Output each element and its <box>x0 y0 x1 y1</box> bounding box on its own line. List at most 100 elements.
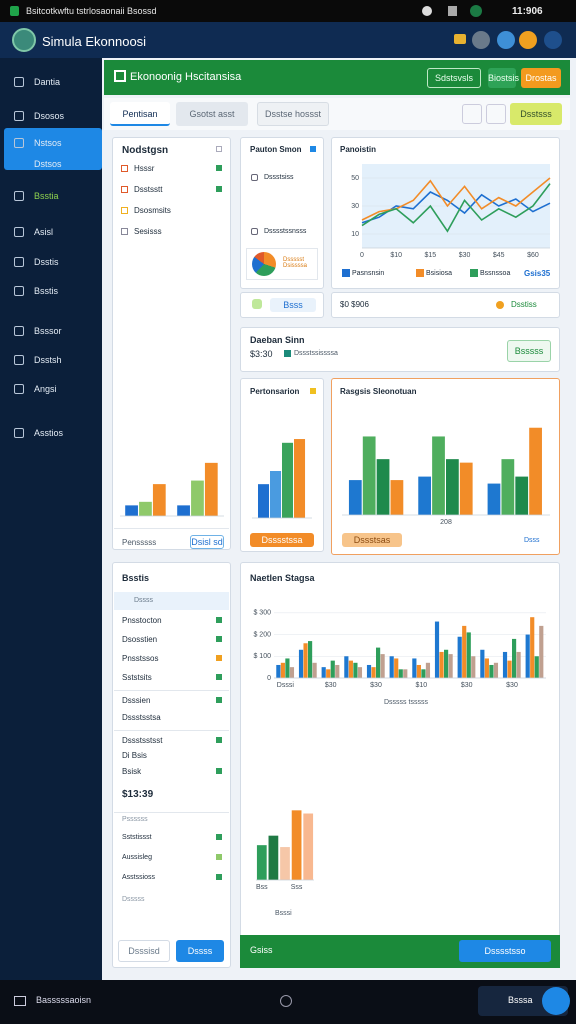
chart: 0 $ 100 $ 200 $ 300 Dsssi $30 $30 $10 $30 $30 <box>253 610 546 689</box>
row-button[interactable] <box>270 298 316 312</box>
chart: 10 30 50 0 $10 $15 $30 $45 $60 <box>351 164 551 259</box>
search-text[interactable]: Dssss <box>134 597 154 604</box>
filter-button[interactable] <box>176 940 224 962</box>
sidebar-item[interactable]: Nstsos <box>34 138 62 148</box>
footer-button-label[interactable]: Dsssstsso <box>484 946 526 956</box>
chart-button-label[interactable]: Dssstsas <box>353 535 391 545</box>
chart-link[interactable]: Dsss <box>524 537 540 544</box>
panel-item[interactable]: Sesisss <box>134 227 162 236</box>
panel <box>112 562 231 968</box>
nav-icon <box>280 995 292 1007</box>
item-mark <box>216 165 222 171</box>
panel-item[interactable]: Dsosmsits <box>134 206 171 215</box>
bar <box>303 643 308 678</box>
sidebar-item[interactable]: Bsstia <box>34 191 59 201</box>
header-button[interactable] <box>521 68 561 88</box>
filter-item[interactable]: Bsisk <box>122 767 142 776</box>
nav-fab[interactable] <box>542 987 570 1015</box>
filter-item[interactable]: Dssstsstsst <box>122 736 163 745</box>
sidebar-item[interactable]: Dsosos <box>34 111 65 121</box>
filter-item[interactable]: Dsssien <box>122 696 151 705</box>
item-icon <box>121 186 128 193</box>
app-title: Simula Ekonnoosi <box>42 34 147 49</box>
bar <box>276 664 281 678</box>
filter-item[interactable]: Asstssioss <box>122 874 156 881</box>
tab-action[interactable] <box>510 103 562 125</box>
header-button-label[interactable]: Biostsis <box>488 73 520 83</box>
sidebar-item[interactable]: Angsi <box>34 384 57 394</box>
item-icon <box>121 207 128 214</box>
footer-text: Gsiss <box>250 945 273 955</box>
sidebar-icon <box>14 77 24 87</box>
panel-button-label[interactable]: Dsisl sd <box>191 537 223 547</box>
x-tick-label: 0 <box>360 252 364 259</box>
status-bar <box>0 0 576 22</box>
row-button-label[interactable]: Bsss <box>283 300 303 310</box>
chart-button[interactable] <box>342 533 402 547</box>
tab-label[interactable]: Gsotst asst <box>189 109 235 119</box>
tab-action-label[interactable]: Dsstsss <box>520 109 552 119</box>
sidebar-item[interactable]: Bsssor <box>34 326 62 336</box>
tab-label[interactable]: Pentisan <box>122 109 158 119</box>
filter-item[interactable]: Sststissst <box>122 834 152 841</box>
bar <box>303 813 314 880</box>
panel-item[interactable]: Hsssr <box>134 164 155 173</box>
bar <box>416 664 421 678</box>
tab[interactable] <box>257 102 329 126</box>
sidebar-item[interactable]: Dsstsh <box>34 355 62 365</box>
sidebar-item[interactable]: Asstios <box>34 428 64 438</box>
tab[interactable] <box>110 102 170 126</box>
sidebar-item[interactable]: Dsstis <box>34 257 59 267</box>
panel <box>240 327 560 372</box>
nav-button[interactable]: Bsssa <box>508 995 533 1005</box>
filter-button-label[interactable]: Dsssisd <box>128 946 160 956</box>
panel-button[interactable] <box>190 535 224 549</box>
filter-button[interactable] <box>118 940 170 962</box>
chart-button-label[interactable]: Dsssstssa <box>261 535 303 545</box>
filter-item[interactable]: Dsosstien <box>122 635 158 644</box>
sidebar-item[interactable]: Asisl <box>34 227 54 237</box>
footer-button[interactable] <box>459 940 551 962</box>
filter-item[interactable]: Dssstsstsa <box>122 713 161 722</box>
filter-item[interactable]: Aussisleg <box>122 854 152 861</box>
summary-button-label[interactable]: Bsssss <box>514 346 544 356</box>
filter-item[interactable]: Pnsstocton <box>122 616 162 625</box>
bar <box>502 651 508 678</box>
bar <box>512 638 517 678</box>
status-icon <box>10 6 19 16</box>
item-mark <box>216 186 222 192</box>
filter-item[interactable]: Pnsstssos <box>122 654 159 663</box>
summary-value: $3:30 <box>250 349 273 359</box>
header-icon <box>114 70 126 82</box>
bar <box>390 480 404 515</box>
bar <box>321 667 326 678</box>
bar <box>432 436 445 515</box>
sidebar-item[interactable]: Bsstis <box>34 286 59 296</box>
item-mark <box>216 636 222 642</box>
bar <box>282 442 294 518</box>
filter-item[interactable]: Di Bsis <box>122 751 147 760</box>
title-icon <box>310 388 316 394</box>
filter-item[interactable]: Pssssss <box>122 816 148 823</box>
x-tick-label: $30 <box>370 682 382 689</box>
tab-label[interactable]: Dsstse hossst <box>264 109 322 119</box>
filter-button-label[interactable]: Dssss <box>187 946 213 956</box>
header-button[interactable] <box>427 68 481 88</box>
bar <box>448 654 453 678</box>
info-link[interactable]: Dsstiss <box>511 300 537 309</box>
sidebar-item[interactable]: Dstsos <box>34 159 62 169</box>
filter-item[interactable]: Sststsits <box>122 673 152 682</box>
header-button-label[interactable]: Drostas <box>525 73 557 83</box>
sidebar-item[interactable]: Dantia <box>34 77 61 87</box>
summary-button[interactable] <box>507 340 551 362</box>
panel-item[interactable]: Dsstsstt <box>134 185 163 194</box>
header-button[interactable] <box>488 68 516 88</box>
info-dot <box>496 301 504 309</box>
item-mark <box>216 854 222 860</box>
status-dot <box>448 6 457 16</box>
chart-button[interactable] <box>250 533 314 547</box>
filter-item[interactable]: Dsssss <box>122 896 145 903</box>
tab[interactable] <box>176 102 248 126</box>
divider <box>114 812 229 813</box>
header-button-label[interactable]: Sdstsvsls <box>434 73 473 83</box>
